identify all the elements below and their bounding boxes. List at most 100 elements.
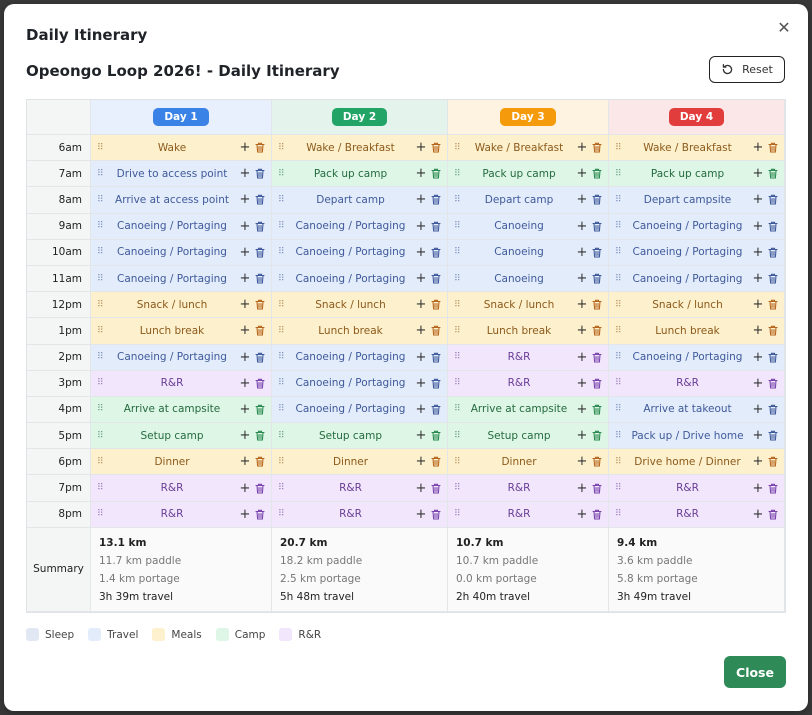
- trash-icon[interactable]: [768, 168, 780, 179]
- drag-handle-icon[interactable]: ⠿: [615, 142, 622, 153]
- add-icon[interactable]: +: [415, 375, 427, 391]
- activity-cell[interactable]: ⠿ Drive to access point +: [91, 161, 272, 188]
- add-icon[interactable]: +: [415, 297, 427, 313]
- trash-icon[interactable]: [431, 168, 443, 179]
- trash-icon[interactable]: [255, 456, 267, 467]
- drag-handle-icon[interactable]: ⠿: [615, 273, 622, 284]
- trash-icon[interactable]: [768, 325, 780, 336]
- activity-cell[interactable]: ⠿ Pack up / Drive home +: [609, 423, 785, 450]
- drag-handle-icon[interactable]: ⠿: [454, 456, 461, 467]
- activity-cell[interactable]: ⠿ Depart camp +: [448, 187, 609, 214]
- activity-cell[interactable]: ⠿ Wake / Breakfast +: [609, 135, 785, 162]
- add-icon[interactable]: +: [752, 454, 764, 470]
- activity-cell[interactable]: ⠿ Depart camp +: [272, 187, 448, 214]
- activity-cell[interactable]: ⠿ Canoeing / Portaging +: [272, 213, 448, 240]
- trash-icon[interactable]: [768, 352, 780, 363]
- add-icon[interactable]: +: [415, 323, 427, 339]
- add-icon[interactable]: +: [239, 323, 251, 339]
- activity-cell[interactable]: ⠿ Canoeing +: [448, 239, 609, 266]
- drag-handle-icon[interactable]: ⠿: [615, 404, 622, 415]
- drag-handle-icon[interactable]: ⠿: [97, 247, 104, 258]
- activity-cell[interactable]: ⠿ Pack up camp +: [609, 161, 785, 188]
- drag-handle-icon[interactable]: ⠿: [97, 456, 104, 467]
- add-icon[interactable]: +: [415, 192, 427, 208]
- trash-icon[interactable]: [431, 299, 443, 310]
- add-icon[interactable]: +: [239, 271, 251, 287]
- add-icon[interactable]: +: [415, 454, 427, 470]
- drag-handle-icon[interactable]: ⠿: [278, 194, 285, 205]
- add-icon[interactable]: +: [415, 401, 427, 417]
- trash-icon[interactable]: [768, 142, 780, 153]
- activity-cell[interactable]: ⠿ Wake / Breakfast +: [272, 135, 448, 162]
- add-icon[interactable]: +: [752, 218, 764, 234]
- activity-cell[interactable]: ⠿ Dinner +: [91, 449, 272, 476]
- drag-handle-icon[interactable]: ⠿: [97, 194, 104, 205]
- drag-handle-icon[interactable]: ⠿: [615, 378, 622, 389]
- trash-icon[interactable]: [431, 456, 443, 467]
- drag-handle-icon[interactable]: ⠿: [454, 404, 461, 415]
- add-icon[interactable]: +: [415, 140, 427, 156]
- trash-icon[interactable]: [431, 404, 443, 415]
- trash-icon[interactable]: [592, 194, 604, 206]
- drag-handle-icon[interactable]: ⠿: [278, 352, 285, 363]
- trash-icon[interactable]: [255, 404, 267, 415]
- drag-handle-icon[interactable]: ⠿: [615, 352, 622, 363]
- activity-cell[interactable]: ⠿ Wake / Breakfast +: [448, 135, 609, 162]
- drag-handle-icon[interactable]: ⠿: [454, 378, 461, 389]
- drag-handle-icon[interactable]: ⠿: [454, 273, 461, 284]
- trash-icon[interactable]: [768, 404, 780, 415]
- activity-cell[interactable]: ⠿ Canoeing / Portaging +: [91, 239, 272, 266]
- trash-icon[interactable]: [592, 509, 604, 520]
- add-icon[interactable]: +: [239, 140, 251, 156]
- drag-handle-icon[interactable]: ⠿: [278, 378, 285, 389]
- add-icon[interactable]: +: [576, 192, 588, 208]
- activity-cell[interactable]: ⠿ Canoeing / Portaging +: [91, 344, 272, 371]
- drag-handle-icon[interactable]: ⠿: [615, 509, 622, 520]
- drag-handle-icon[interactable]: ⠿: [454, 299, 461, 310]
- activity-cell[interactable]: ⠿ Setup camp +: [91, 423, 272, 450]
- activity-cell[interactable]: ⠿ R&R +: [609, 370, 785, 397]
- drag-handle-icon[interactable]: ⠿: [97, 509, 104, 520]
- add-icon[interactable]: +: [576, 166, 588, 182]
- trash-icon[interactable]: [255, 221, 267, 232]
- trash-icon[interactable]: [592, 430, 604, 441]
- add-icon[interactable]: +: [576, 480, 588, 496]
- activity-cell[interactable]: ⠿ Arrive at takeout +: [609, 396, 785, 424]
- activity-cell[interactable]: ⠿ R&R +: [91, 370, 272, 397]
- activity-cell[interactable]: ⠿ Canoeing / Portaging +: [272, 265, 448, 293]
- activity-cell[interactable]: ⠿ Arrive at access point +: [91, 187, 272, 214]
- activity-cell[interactable]: ⠿ Canoeing / Portaging +: [91, 265, 272, 293]
- activity-cell[interactable]: ⠿ Canoeing +: [448, 265, 609, 293]
- drag-handle-icon[interactable]: ⠿: [454, 221, 461, 232]
- drag-handle-icon[interactable]: ⠿: [97, 221, 104, 232]
- add-icon[interactable]: +: [752, 506, 764, 522]
- trash-icon[interactable]: [592, 273, 604, 284]
- activity-cell[interactable]: ⠿ R&R +: [272, 501, 448, 528]
- add-icon[interactable]: +: [576, 271, 588, 287]
- add-icon[interactable]: +: [239, 218, 251, 234]
- trash-icon[interactable]: [592, 299, 604, 310]
- drag-handle-icon[interactable]: ⠿: [615, 430, 622, 441]
- drag-handle-icon[interactable]: ⠿: [615, 194, 622, 205]
- add-icon[interactable]: +: [415, 506, 427, 522]
- activity-cell[interactable]: ⠿ Lunch break +: [272, 318, 448, 345]
- activity-cell[interactable]: ⠿ Arrive at campsite +: [448, 396, 609, 424]
- trash-icon[interactable]: [431, 509, 443, 520]
- drag-handle-icon[interactable]: ⠿: [615, 221, 622, 232]
- add-icon[interactable]: +: [239, 506, 251, 522]
- activity-cell[interactable]: ⠿ Wake +: [91, 135, 272, 162]
- activity-cell[interactable]: ⠿ Canoeing / Portaging +: [91, 213, 272, 240]
- activity-cell[interactable]: ⠿ Drive home / Dinner +: [609, 449, 785, 476]
- trash-icon[interactable]: [592, 221, 604, 232]
- activity-cell[interactable]: ⠿ Lunch break +: [609, 318, 785, 345]
- activity-cell[interactable]: ⠿ Canoeing / Portaging +: [609, 239, 785, 266]
- add-icon[interactable]: +: [576, 244, 588, 260]
- trash-icon[interactable]: [768, 221, 780, 232]
- activity-cell[interactable]: ⠿ Canoeing / Portaging +: [272, 239, 448, 266]
- add-icon[interactable]: +: [576, 454, 588, 470]
- drag-handle-icon[interactable]: ⠿: [278, 168, 285, 179]
- trash-icon[interactable]: [431, 194, 443, 206]
- activity-cell[interactable]: ⠿ Dinner +: [272, 449, 448, 476]
- drag-handle-icon[interactable]: ⠿: [278, 430, 285, 441]
- add-icon[interactable]: +: [415, 271, 427, 287]
